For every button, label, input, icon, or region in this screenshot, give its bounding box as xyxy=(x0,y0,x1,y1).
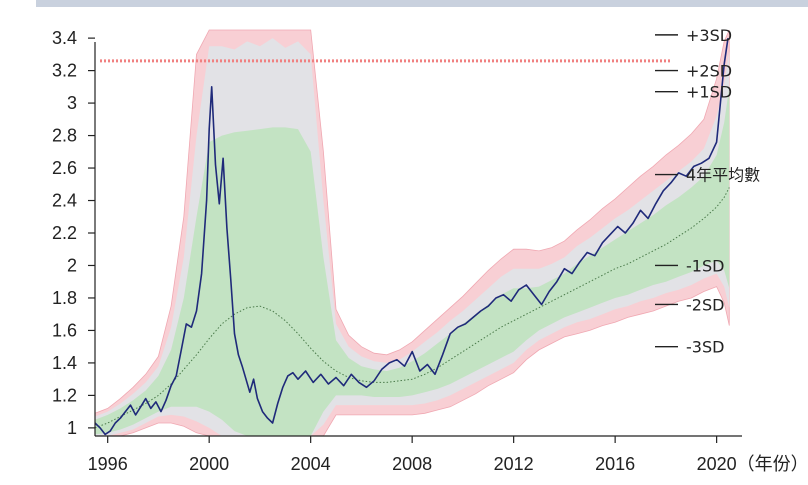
band-label: -1SD xyxy=(686,256,724,275)
y-tick-label: 1.8 xyxy=(52,288,77,308)
y-tick-label: 3.4 xyxy=(52,28,77,48)
band-label: 4年平均數 xyxy=(686,166,760,185)
y-tick-label: 2.2 xyxy=(52,223,77,243)
y-tick-label: 1.6 xyxy=(52,320,77,340)
top-banner-strip xyxy=(36,0,808,7)
mean-line xyxy=(94,187,730,429)
band-label: +1SD xyxy=(686,83,732,102)
x-tick-label: 2008 xyxy=(392,454,432,474)
x-tick-label: 2016 xyxy=(595,454,635,474)
y-tick-label: 3.2 xyxy=(52,61,77,81)
band-label: +3SD xyxy=(686,26,732,45)
sd-bands xyxy=(94,29,730,437)
chart-lines xyxy=(94,37,730,436)
x-tick-label: 1996 xyxy=(88,454,128,474)
y-tick-label: 3 xyxy=(67,93,77,113)
x-tick-label: 2012 xyxy=(494,454,534,474)
band-label: -3SD xyxy=(686,338,724,357)
band-label: +2SD xyxy=(686,62,732,81)
price-series-line xyxy=(94,37,729,436)
x-tick-label: 2004 xyxy=(291,454,331,474)
band-label: -2SD xyxy=(686,295,724,314)
y-tick-label: 1.2 xyxy=(52,385,77,405)
axes: 1 1.2 1.4 1.6 1.8 2 2.2 2.4 2.6 2.8 3 3.2 3.4 1996 200… xyxy=(52,28,808,474)
y-tick-label: 2 xyxy=(67,255,77,275)
y-tick-label: 1.4 xyxy=(52,353,77,373)
y-tick-label: 2.8 xyxy=(52,126,77,146)
y-tick-label: 2.4 xyxy=(52,191,77,211)
band-labels: +3SD +2SD +1SD 4年平均數 -1SD -2SD -3SD xyxy=(655,26,760,357)
y-tick-label: 2.6 xyxy=(52,158,77,178)
x-tick-label: 2020（年份） xyxy=(697,454,808,474)
x-tick-label: 2000 xyxy=(189,454,229,474)
sd1-band xyxy=(95,86,730,437)
y-tick-label: 1 xyxy=(67,418,77,438)
